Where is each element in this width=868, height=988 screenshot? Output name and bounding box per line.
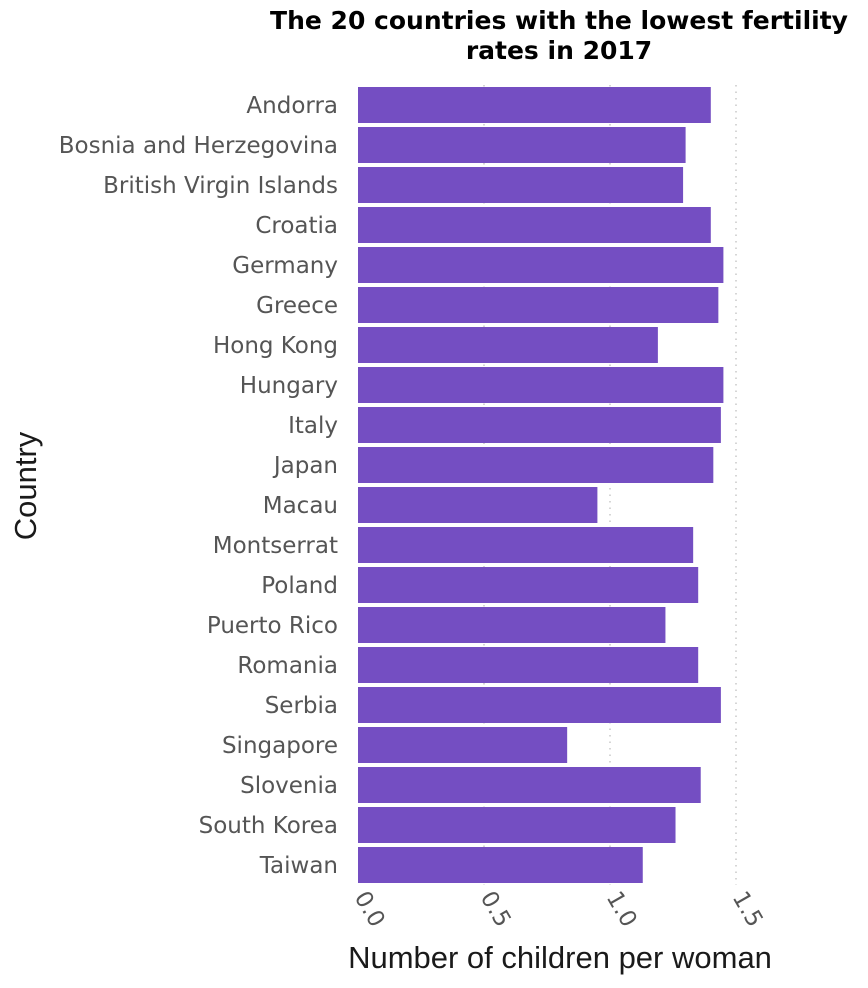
category-label: Montserrat: [213, 533, 338, 559]
bar: [358, 447, 714, 483]
category-label: Macau: [263, 493, 338, 519]
bar: [358, 847, 643, 883]
category-label: Puerto Rico: [207, 613, 338, 639]
category-label: British Virgin Islands: [103, 173, 338, 199]
bar: [358, 407, 721, 443]
category-label: Andorra: [246, 93, 338, 119]
chart-title: The 20 countries with the lowest fertili…: [270, 6, 848, 65]
category-label: Japan: [272, 453, 338, 479]
bar: [358, 367, 724, 403]
category-label: Slovenia: [240, 773, 338, 799]
x-tick-label: 0.0: [349, 887, 390, 932]
category-label: Serbia: [265, 693, 338, 719]
bar: [358, 567, 699, 603]
category-label: South Korea: [199, 813, 338, 839]
bar: [358, 247, 724, 283]
bar: [358, 287, 719, 323]
bar: [358, 127, 686, 163]
bar: [358, 527, 694, 563]
category-label: Romania: [237, 653, 338, 679]
bar: [358, 647, 699, 683]
category-label: Croatia: [255, 213, 338, 239]
category-label: Singapore: [222, 733, 338, 759]
bar: [358, 207, 711, 243]
x-tick-label: 0.5: [475, 887, 516, 932]
bar: [358, 327, 658, 363]
category-label: Hungary: [240, 373, 338, 399]
bar: [358, 607, 666, 643]
category-label: Greece: [256, 293, 338, 319]
bar: [358, 807, 676, 843]
category-label: Germany: [232, 253, 338, 279]
bar: [358, 167, 684, 203]
category-label: Taiwan: [259, 853, 338, 879]
bar: [358, 87, 711, 123]
bar: [358, 687, 721, 723]
category-label: Bosnia and Herzegovina: [59, 133, 338, 159]
bar: [358, 487, 598, 523]
category-label: Italy: [288, 413, 338, 439]
x-axis-title: Number of children per woman: [348, 940, 772, 975]
x-tick-label: 1.0: [601, 887, 642, 932]
category-label: Hong Kong: [213, 333, 338, 359]
category-label: Poland: [261, 573, 338, 599]
bar: [358, 727, 568, 763]
bar: [358, 767, 701, 803]
x-tick-label: 1.5: [727, 887, 768, 932]
